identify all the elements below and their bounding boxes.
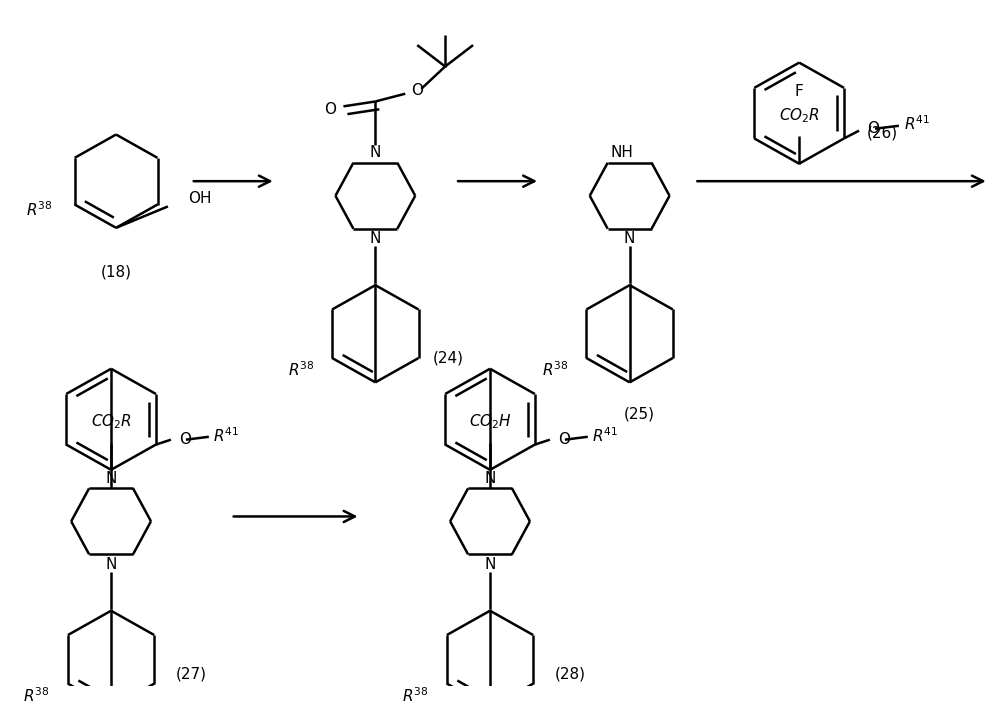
Text: N: N — [370, 146, 381, 161]
Text: O: O — [867, 121, 879, 136]
Text: $R^{41}$: $R^{41}$ — [904, 115, 930, 133]
Text: F: F — [795, 84, 803, 99]
Text: $R^{41}$: $R^{41}$ — [591, 427, 618, 445]
Text: (18): (18) — [101, 265, 132, 279]
Text: (26): (26) — [867, 125, 898, 140]
Text: O: O — [179, 432, 191, 447]
Text: N: N — [106, 471, 117, 486]
Text: O: O — [412, 83, 424, 99]
Text: (24): (24) — [434, 351, 465, 365]
Text: $R^{38}$: $R^{38}$ — [288, 360, 315, 379]
Text: (28): (28) — [554, 667, 585, 681]
Text: N: N — [624, 231, 635, 246]
Text: (25): (25) — [624, 407, 655, 422]
Text: $R^{38}$: $R^{38}$ — [542, 360, 568, 379]
Text: OH: OH — [188, 191, 212, 206]
Text: N: N — [485, 471, 496, 486]
Text: O: O — [325, 102, 337, 117]
Text: N: N — [370, 231, 381, 246]
Text: N: N — [106, 557, 117, 572]
Text: (27): (27) — [176, 667, 207, 681]
Text: NH: NH — [610, 146, 633, 161]
Text: $CO_2R$: $CO_2R$ — [778, 106, 820, 125]
Text: $CO_2R$: $CO_2R$ — [91, 413, 132, 431]
Text: $R^{38}$: $R^{38}$ — [23, 686, 50, 704]
Text: $R^{38}$: $R^{38}$ — [403, 686, 429, 704]
Text: $R^{38}$: $R^{38}$ — [26, 200, 53, 219]
Text: $CO_2H$: $CO_2H$ — [469, 413, 511, 431]
Text: O: O — [557, 432, 569, 447]
Text: N: N — [485, 557, 496, 572]
Text: $R^{41}$: $R^{41}$ — [213, 427, 239, 445]
